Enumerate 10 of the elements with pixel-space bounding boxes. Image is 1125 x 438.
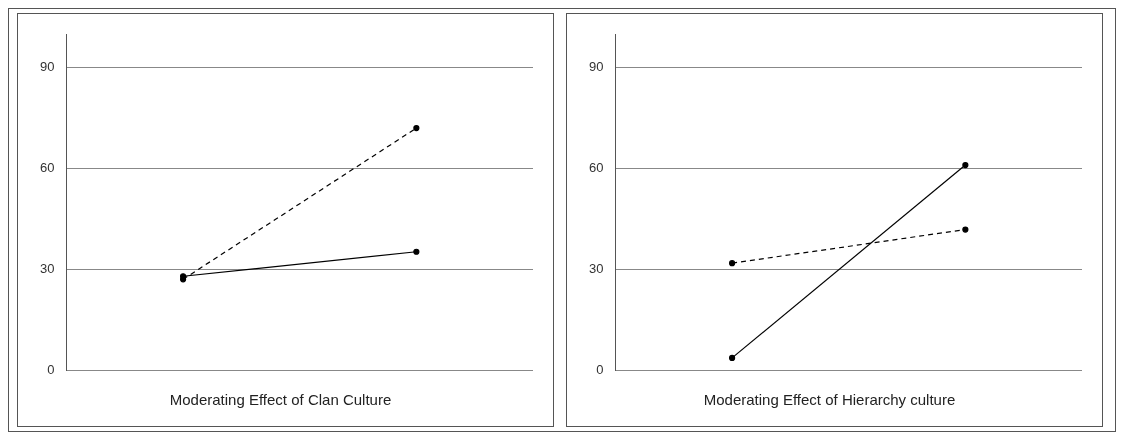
y-tick-label: 60 bbox=[39, 159, 55, 175]
y-tick-label: 0 bbox=[596, 361, 604, 377]
y-tick-label: 90 bbox=[588, 59, 604, 75]
y-tick-label: 60 bbox=[588, 159, 604, 175]
text: Moderating Effect of Hierarchy culture bbox=[703, 391, 956, 409]
y-tick-label: 90 bbox=[39, 59, 55, 75]
y-tick-label: 30 bbox=[588, 260, 604, 276]
text: Moderating Effect of Clan Culture bbox=[169, 391, 392, 409]
y-tick-label: 0 bbox=[47, 361, 55, 377]
y-tick-label: 30 bbox=[39, 260, 55, 276]
